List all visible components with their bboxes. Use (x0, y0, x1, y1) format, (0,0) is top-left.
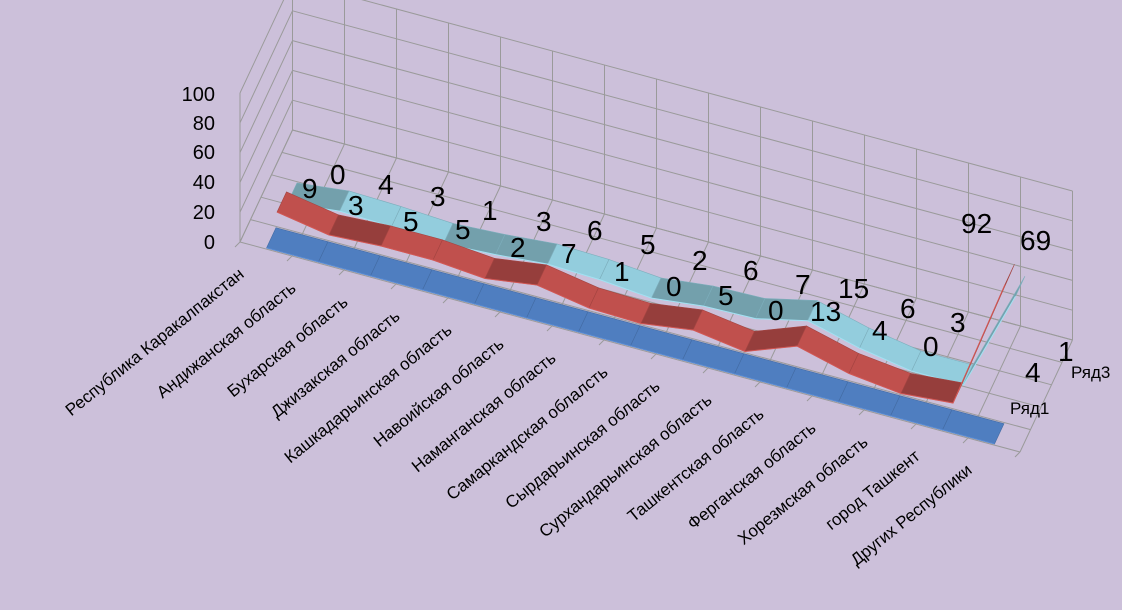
category-tick-4 (442, 297, 449, 304)
category-label-5: Навоийская область (370, 334, 508, 451)
category-tick-10 (754, 381, 761, 388)
value-label-red-10: 13 (810, 296, 841, 327)
floor-depth-line-5 (292, 129, 1073, 341)
side-wall-gridline-60 (239, 40, 293, 153)
value-label-cyan-8: 6 (743, 255, 759, 286)
category-tick-1 (286, 255, 293, 262)
value-label-red-11: 4 (872, 315, 888, 346)
value-label-cyan-4: 3 (536, 206, 552, 237)
series-0-segment-10 (786, 367, 849, 403)
y-tick-20: 20 (193, 202, 215, 224)
value-labels: 9 3 5 5 2 7 1 0 5 0 13 4 0 3 92 4 0 4 3 … (302, 159, 1074, 388)
value-label-red-4: 2 (510, 232, 526, 263)
series-0-segment-2 (370, 255, 433, 291)
value-label-red-12: 0 (923, 331, 939, 362)
category-tick-13 (910, 423, 917, 430)
y-tick-60: 60 (193, 142, 215, 164)
back-wall-gridline-100 (361, 0, 1073, 192)
value-label-cyan-14: 69 (1020, 225, 1051, 256)
y-tick-0: 0 (204, 232, 215, 254)
value-label-red-1: 3 (348, 190, 364, 221)
category-tick-7 (598, 339, 605, 346)
category-label-11: Ферганская область (684, 418, 820, 533)
category-tick-3 (390, 283, 397, 290)
value-label-cyan-10: 15 (838, 273, 869, 304)
value-label-cyan-0: 0 (330, 159, 346, 190)
category-label-2: Бухарская область (224, 292, 352, 401)
series-ribbon-0 (266, 227, 1005, 445)
value-label-red-end: 4 (1025, 357, 1041, 388)
value-label-cyan-3: 1 (482, 195, 498, 226)
back-wall-gridline-60 (292, 40, 1073, 252)
side-wall-gridline-100 (239, 0, 285, 94)
category-tick-9 (702, 367, 709, 374)
value-label-cyan-9: 7 (795, 269, 811, 300)
series-0-segment-1 (318, 241, 381, 277)
value-label-cyan-5: 6 (587, 215, 603, 246)
floor-line-0 (239, 129, 293, 243)
series-0-front-edge (266, 247, 995, 445)
side-wall-gridline-80 (239, 10, 293, 124)
value-label-cyan-6: 5 (640, 229, 656, 260)
series-ribbon-1 (276, 191, 1015, 404)
value-label-cyan-end: 1 (1058, 336, 1074, 367)
back-wall-gridline-40 (292, 69, 1073, 281)
series-axis-label-3: Ряд3 (1071, 363, 1110, 382)
floor-depth-line-0 (239, 241, 1021, 453)
category-tick-5 (494, 311, 501, 318)
value-label-cyan-11: 6 (900, 293, 916, 324)
y-tick-100: 100 (182, 84, 215, 106)
value-label-red-0: 9 (302, 173, 318, 204)
series-2-segment-7 (651, 277, 714, 307)
value-label-red-5: 7 (561, 238, 577, 269)
back-wall-gridline-20 (292, 99, 1073, 311)
series-2-segment-9 (755, 298, 818, 322)
category-tick-12 (858, 409, 865, 416)
floor-line-15 (1019, 339, 1073, 453)
y-axis: 0 20 40 60 80 100 (182, 84, 215, 254)
series-ribbons (266, 182, 1026, 445)
value-label-red-7: 0 (666, 271, 682, 302)
series-1-segment-7 (640, 302, 703, 331)
value-label-red-8: 5 (718, 280, 734, 311)
series-axis-label-1: Ряд1 (1010, 399, 1049, 418)
series-0-segment-4 (474, 283, 537, 319)
value-label-red-14: 92 (961, 208, 992, 239)
series-0-segment-7 (630, 325, 693, 361)
value-label-cyan-2: 3 (430, 181, 446, 212)
value-label-cyan-1: 4 (378, 169, 394, 200)
category-label-12: Хорезмская область (734, 432, 871, 548)
category-tick-14 (962, 437, 969, 444)
category-tick-11 (806, 395, 813, 402)
y-tick-80: 80 (193, 113, 215, 135)
series-0-segment-0 (266, 227, 329, 263)
series-0-segment-9 (734, 353, 797, 389)
series-axis: Ряд1 Ряд3 (1010, 363, 1110, 418)
side-wall-gridline-20 (239, 99, 293, 213)
value-label-cyan-7: 2 (692, 245, 708, 276)
series-1-front-edge (276, 211, 1006, 404)
floor-depth-line-4 (281, 151, 1063, 363)
category-label-14: Других Республики (847, 460, 976, 569)
series-0-segment-13 (942, 409, 1005, 445)
value-label-red-13: 3 (950, 307, 966, 338)
category-tick-8 (650, 353, 657, 360)
category-tick-0 (234, 241, 241, 248)
back-wall-gridline-80 (292, 10, 1073, 222)
value-label-red-2: 5 (403, 206, 419, 237)
floor-depth-line-1 (250, 219, 1031, 431)
category-tick-2 (338, 269, 345, 276)
side-wall-gridline-40 (239, 70, 293, 183)
category-tick-6 (546, 325, 553, 332)
value-label-red-9: 0 (768, 295, 784, 326)
y-tick-40: 40 (193, 172, 215, 194)
value-label-red-6: 1 (614, 256, 630, 287)
category-label-10: Ташкентская область (624, 404, 768, 525)
value-label-red-3: 5 (455, 214, 471, 245)
category-label-3: Джизакская область (267, 306, 403, 421)
category-tick-15 (1014, 451, 1021, 458)
